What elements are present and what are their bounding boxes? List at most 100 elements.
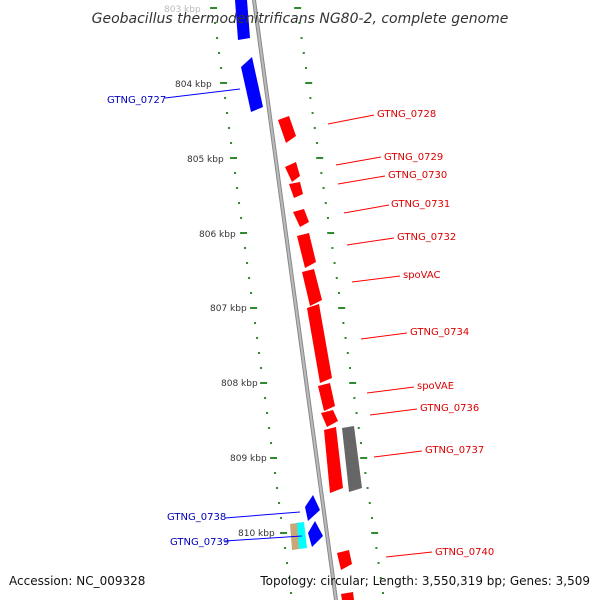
tick-right	[322, 187, 325, 189]
gene-label-0727[interactable]: GTNG_0727	[107, 95, 166, 106]
tick-left	[218, 52, 221, 54]
leader-0728	[327, 114, 375, 125]
gene-label-0734[interactable]: GTNG_0734	[410, 327, 469, 338]
gene-label-0739[interactable]: GTNG_0739	[170, 537, 229, 548]
gene-label-0738[interactable]: GTNG_0738	[167, 512, 226, 523]
tick-left	[274, 472, 277, 474]
gene-arrow-0740[interactable]	[337, 550, 352, 570]
kbp-label-806: 806 kbp	[199, 230, 236, 240]
accession-text: Accession: NC_009328	[9, 574, 145, 588]
gene-arrow-0728[interactable]	[278, 116, 296, 143]
tick-right	[360, 457, 368, 459]
tick-left	[214, 22, 217, 24]
tick-right	[300, 37, 303, 39]
gene-label-spovac[interactable]: spoVAC	[403, 270, 441, 281]
tick-right	[302, 52, 305, 54]
kbp-label-805: 805 kbp	[187, 155, 224, 165]
tick-right	[305, 82, 313, 84]
gene-label-0740[interactable]: GTNG_0740	[435, 547, 494, 558]
tick-right	[346, 352, 349, 354]
tick-left	[240, 217, 243, 219]
gene-label-0730[interactable]: GTNG_0730	[388, 170, 447, 181]
gene-label-0731[interactable]: GTNG_0731	[391, 199, 450, 210]
gene-arrow-0731[interactable]	[293, 209, 309, 227]
tick-right	[316, 157, 324, 159]
tick-left	[260, 382, 268, 384]
tick-right	[294, 7, 302, 9]
gene-arrow-0729[interactable]	[285, 162, 300, 182]
tick-left	[254, 322, 257, 324]
kbp-label-804: 804 kbp	[175, 80, 212, 90]
gene-arrow-bottom-red[interactable]	[341, 592, 354, 600]
tick-right	[313, 127, 316, 129]
tick-left	[230, 157, 238, 159]
tick-left	[280, 517, 283, 519]
tick-right	[320, 172, 323, 174]
gene-label-0737[interactable]: GTNG_0737	[425, 445, 484, 456]
tick-left	[226, 112, 229, 114]
tick-right	[342, 322, 345, 324]
tick-right	[326, 217, 329, 219]
leader-0734	[360, 332, 408, 340]
gene-arrow-spove[interactable]	[318, 383, 335, 411]
tick-right	[357, 427, 360, 429]
gene-arrow-0737-red[interactable]	[324, 427, 343, 493]
tick-right	[338, 307, 346, 309]
gene-label-0728[interactable]: GTNG_0728	[377, 109, 436, 120]
tick-left	[220, 67, 223, 69]
tick-right	[324, 202, 327, 204]
gene-arrow-0730[interactable]	[289, 182, 303, 198]
backbone-line	[253, 0, 337, 600]
gene-label-0736[interactable]: GTNG_0736	[420, 403, 479, 414]
tick-left	[234, 172, 237, 174]
gene-arrow-0739[interactable]	[308, 521, 323, 547]
topology-summary: Topology: circular; Length: 3,550,319 bp…	[259, 574, 590, 588]
gene-arrow-0736[interactable]	[321, 410, 338, 427]
gene-arrow-spovac[interactable]	[302, 269, 322, 306]
leader-spove	[366, 386, 415, 394]
leader-0730	[337, 175, 386, 185]
tick-left	[286, 562, 289, 564]
tick-right	[335, 277, 338, 279]
leader-0736	[369, 408, 418, 416]
gene-block-cyan[interactable]	[296, 522, 307, 549]
tick-right	[298, 22, 301, 24]
tick-right	[333, 262, 336, 264]
tick-right	[315, 142, 318, 144]
genes	[235, 0, 362, 600]
tick-right	[311, 112, 314, 114]
leader-0738	[224, 511, 301, 519]
tick-left	[288, 577, 291, 579]
kbp-label-803: 803 kbp	[164, 5, 201, 15]
tick-left	[250, 307, 258, 309]
tick-right	[353, 397, 356, 399]
gene-arrow-0738[interactable]	[305, 495, 320, 521]
tick-left	[224, 97, 227, 99]
gene-arrow-0727[interactable]	[241, 57, 263, 112]
gene-label-0732[interactable]: GTNG_0732	[397, 232, 456, 243]
leader-0731	[343, 204, 390, 214]
tick-right	[348, 367, 351, 369]
tick-left	[216, 37, 219, 39]
tick-right	[359, 442, 362, 444]
kbp-label-808: 808 kbp	[221, 379, 258, 389]
gene-arrow-0734[interactable]	[307, 304, 332, 383]
kbp-label-807: 807 kbp	[210, 304, 247, 314]
tick-right	[337, 292, 340, 294]
gene-arrow-0737-gray[interactable]	[342, 426, 362, 492]
gene-label-0729[interactable]: GTNG_0729	[384, 152, 443, 163]
gene-arrow-0732[interactable]	[297, 233, 316, 268]
tick-left	[210, 7, 218, 9]
gene-label-spove[interactable]: spoVAE	[417, 381, 454, 392]
tick-right	[370, 517, 373, 519]
tick-right	[371, 532, 379, 534]
tick-left	[244, 247, 247, 249]
tick-left	[278, 502, 281, 504]
tick-right	[368, 502, 371, 504]
backbone	[252, 0, 338, 600]
tick-right	[366, 487, 369, 489]
tick-left	[270, 442, 273, 444]
gene-arrow-top-blue[interactable]	[235, 0, 250, 40]
